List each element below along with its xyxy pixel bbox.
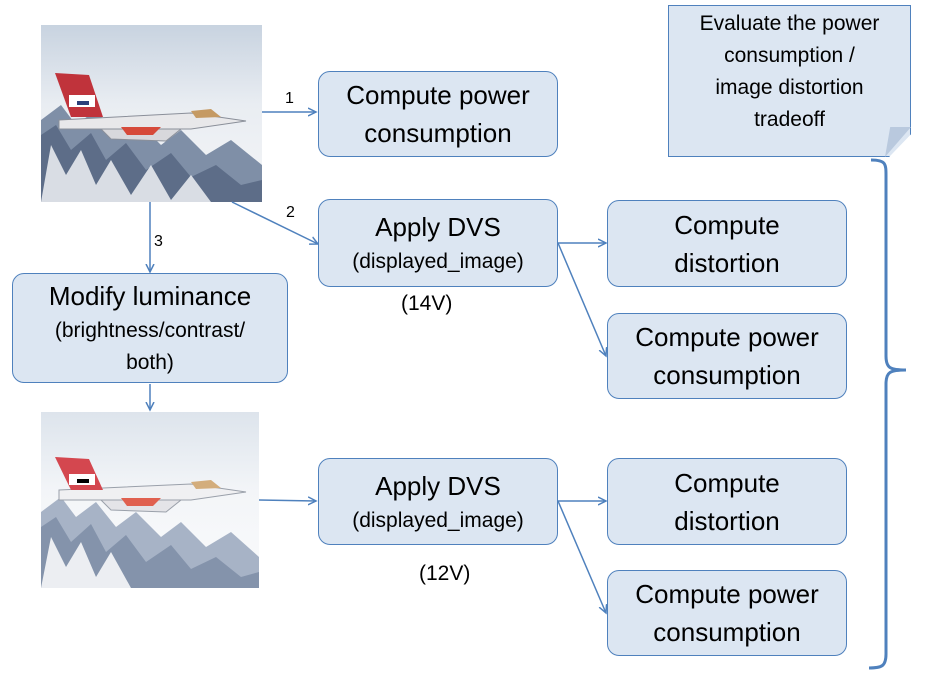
note-line-2: consumption /	[724, 44, 855, 67]
tradeoff-note: Evaluate the power consumption / image d…	[668, 5, 911, 157]
voltage-label-top: (14V)	[401, 292, 453, 315]
box-line: Compute power	[635, 579, 819, 609]
box-line: distortion	[674, 505, 780, 536]
modified-jet-photo	[41, 412, 259, 588]
note-line-3: image distortion	[715, 76, 864, 99]
box-line: (brightness/contrast/	[54, 319, 246, 342]
note-line-4: tradeoff	[754, 108, 825, 131]
box-line: Apply DVS	[375, 470, 501, 501]
original-jet-photo	[41, 25, 262, 202]
compute-distortion-box-mid: Compute distortion	[607, 200, 847, 287]
voltage-label-bottom: (12V)	[419, 562, 471, 585]
apply-dvs-box-top: Apply DVS (displayed_image)	[318, 199, 558, 287]
box-line: (displayed_image)	[352, 250, 524, 273]
compute-power-consumption-box-bottom: Compute power consumption	[607, 570, 847, 656]
box-line: consumption	[653, 360, 801, 390]
right-brace	[868, 158, 907, 670]
box-line: Modify luminance	[48, 281, 252, 311]
arrow-step2	[231, 201, 318, 244]
step-label-1: 1	[285, 90, 294, 107]
box-line: both)	[126, 351, 174, 374]
box-line: Compute power	[346, 80, 530, 110]
arrow-dvs-bottom-to-power	[557, 500, 606, 613]
step-label-2: 2	[286, 204, 295, 221]
compute-power-consumption-box-top: Compute power consumption	[318, 71, 558, 157]
box-line: (displayed_image)	[352, 508, 524, 532]
note-line-1: Evaluate the power	[699, 12, 880, 35]
box-line: Compute power	[635, 322, 819, 352]
arrow-photo-to-dvs	[258, 500, 316, 501]
modify-luminance-box: Modify luminance (brightness/contrast/ b…	[12, 273, 288, 383]
box-line: distortion	[674, 247, 780, 278]
compute-power-consumption-box-mid: Compute power consumption	[607, 313, 847, 399]
box-line: consumption	[364, 118, 512, 148]
box-line: Compute	[674, 467, 780, 498]
step-label-3: 3	[154, 233, 163, 250]
apply-dvs-box-bottom: Apply DVS (displayed_image)	[318, 458, 558, 545]
box-line: consumption	[653, 617, 801, 647]
compute-distortion-box-bottom: Compute distortion	[607, 458, 847, 545]
box-line: Apply DVS	[375, 212, 501, 242]
arrow-dvs-top-to-power	[557, 242, 606, 356]
box-line: Compute	[674, 209, 780, 240]
